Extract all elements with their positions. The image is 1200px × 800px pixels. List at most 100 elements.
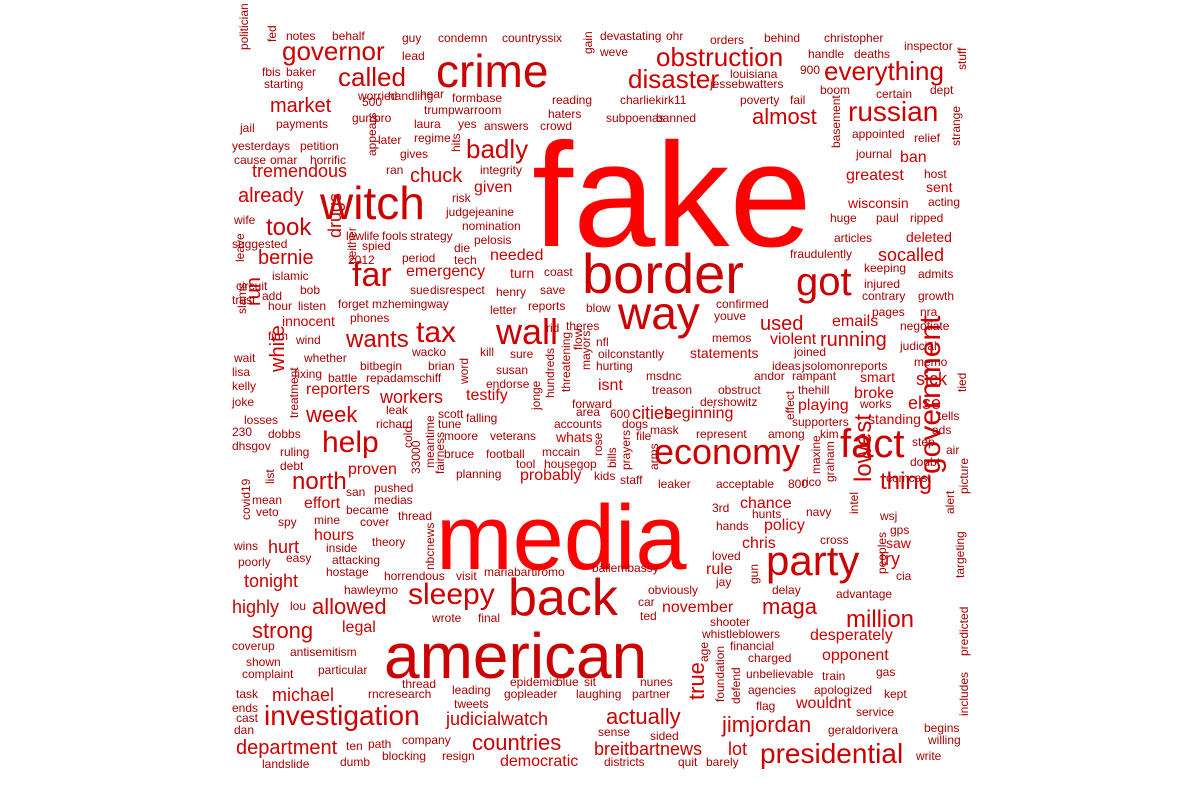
word-memo: memo — [914, 355, 948, 369]
word-used: used — [760, 313, 804, 335]
word-hawleymo: hawleymo — [344, 583, 399, 597]
word-nbcnews: nbcnews — [423, 522, 437, 570]
word-path: path — [368, 737, 392, 751]
word-basement: basement — [829, 95, 843, 148]
word-inspector: inspector — [904, 39, 953, 53]
word-jonge: jonge — [529, 380, 543, 410]
word-orders: orders — [710, 33, 745, 47]
word-accounts: accounts — [554, 417, 603, 431]
word-ran: ran — [386, 163, 404, 177]
word-bernie: bernie — [258, 247, 314, 269]
word-hunts: hunts — [752, 507, 782, 521]
word-defend: defend — [729, 667, 743, 704]
word-tax: tax — [416, 316, 457, 349]
word-negotiate: negotiate — [900, 319, 950, 333]
word-horrific: horrific — [310, 153, 347, 167]
word-sense: sense — [598, 725, 631, 739]
word-kept: kept — [884, 687, 907, 701]
word-gun: gun — [747, 563, 761, 584]
word-democratic: democratic — [500, 753, 579, 770]
word-ban: ban — [900, 149, 927, 166]
word-geraldorivera: geraldorivera — [828, 723, 899, 737]
word-company: company — [402, 733, 451, 747]
word-standing: standing — [868, 411, 921, 427]
word-sleepy: sleepy — [408, 578, 495, 611]
word-save: save — [540, 283, 566, 297]
word-cast: cast — [236, 711, 259, 725]
word-handle: handle — [808, 47, 845, 61]
word-medias: medias — [374, 493, 413, 507]
word-paul: paul — [876, 211, 899, 225]
word-shown: shown — [246, 655, 281, 669]
word-joined: joined — [794, 345, 827, 359]
word-notes: notes — [286, 29, 316, 43]
word-hits: hits — [449, 133, 463, 152]
word-islamic: islamic — [272, 269, 309, 283]
word-baker: baker — [286, 65, 317, 79]
word-poorly: poorly — [238, 555, 271, 569]
word-losses: losses — [244, 413, 279, 427]
word-treatment: treatment — [287, 367, 301, 418]
word-barely: barely — [706, 755, 739, 769]
word-risk: risk — [452, 191, 471, 205]
word-oilconstantly: oilconstantly — [598, 347, 665, 361]
word-became: became — [346, 503, 389, 517]
word-spied: spied — [362, 239, 391, 253]
word-hours: hours — [314, 527, 355, 544]
word-dobbs: dobbs — [268, 427, 301, 441]
word-tech: tech — [454, 253, 477, 267]
word-judgejeanine: judgejeanine — [446, 205, 515, 219]
word-kill: kill — [480, 345, 494, 359]
word-jimjordan: jimjordan — [722, 712, 812, 737]
word-pushed: pushed — [374, 481, 414, 495]
word-gas: gas — [876, 665, 896, 679]
word-politician: politician — [237, 3, 251, 50]
word-tells: tells — [938, 409, 960, 423]
word-nfl: nfl — [596, 335, 609, 349]
word-train: train — [822, 669, 846, 683]
word-behind: behind — [764, 31, 801, 45]
word-bitbegin: bitbegin — [360, 359, 403, 373]
word-hour: hour — [268, 299, 293, 313]
word-back: back — [508, 569, 618, 627]
word-slams: slams — [235, 282, 249, 314]
word-phones: phones — [350, 311, 390, 325]
word-arms: arms — [647, 443, 661, 470]
word-chance: chance — [740, 495, 792, 512]
word-file: file — [636, 429, 652, 443]
word-delay: delay — [772, 583, 801, 597]
word-suggested: suggested — [232, 237, 288, 251]
word-maxine: maxine — [809, 435, 823, 474]
word-900: 900 — [800, 63, 821, 77]
word-joke: joke — [232, 395, 255, 409]
word-border: border — [582, 242, 744, 305]
word-kelly: kelly — [232, 379, 257, 393]
word-staff: staff — [620, 473, 643, 487]
word-trust: trust — [232, 293, 256, 307]
word-graham: graham — [823, 441, 837, 482]
word-playing: playing — [798, 397, 849, 414]
word-dhsgov: dhsgov — [232, 439, 271, 453]
word-legal: legal — [342, 619, 376, 636]
word-rule: rule — [706, 561, 733, 578]
word-period: period — [402, 251, 436, 265]
word-alert: alert — [943, 490, 957, 514]
word-jail: jail — [240, 121, 255, 135]
word-mccain: mccain — [542, 445, 581, 459]
word-given: given — [474, 179, 513, 196]
word-workers: workers — [380, 387, 444, 407]
word-picture: picture — [957, 457, 971, 494]
word-unbelievable: unbelievable — [746, 667, 814, 681]
word-charged: charged — [748, 651, 792, 665]
word-wacko: wacko — [412, 345, 447, 359]
word-reporters: reporters — [306, 381, 371, 398]
word-advantage: advantage — [836, 587, 893, 601]
word-testify: testify — [466, 387, 508, 404]
word-chuck: chuck — [410, 165, 463, 187]
word-department: department — [236, 737, 338, 759]
word-tweets: tweets — [454, 697, 489, 711]
word-admits: admits — [918, 267, 954, 281]
word-falling: falling — [466, 411, 498, 425]
word-leaker: leaker — [658, 477, 691, 491]
word-already: already — [238, 185, 304, 207]
